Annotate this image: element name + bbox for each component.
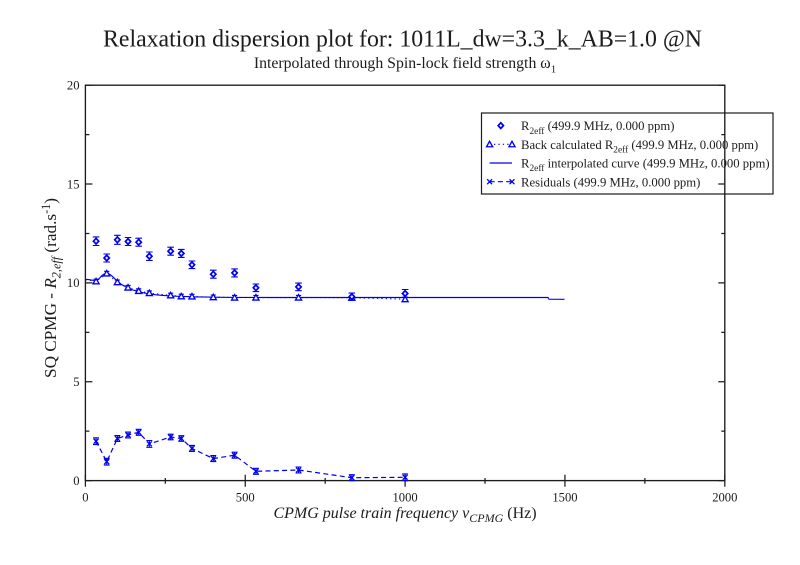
svg-text:0: 0: [73, 474, 79, 488]
svg-text:5: 5: [73, 375, 79, 389]
svg-text:2000: 2000: [712, 491, 737, 505]
svg-text:500: 500: [236, 491, 255, 505]
svg-text:20: 20: [67, 79, 80, 93]
svg-text:SQ CPMG - R2,eff (rad.s-1): SQ CPMG - R2,eff (rad.s-1): [39, 198, 64, 378]
svg-text:10: 10: [67, 276, 80, 290]
svg-text:0: 0: [82, 491, 88, 505]
svg-text:1000: 1000: [393, 491, 418, 505]
svg-text:Back calculated R2eff (499.9 M: Back calculated R2eff (499.9 MHz, 0.000 …: [521, 138, 758, 156]
svg-text:Interpolated through Spin-lock: Interpolated through Spin-lock field str…: [254, 55, 556, 76]
svg-text:R2eff (499.9 MHz, 0.000 ppm): R2eff (499.9 MHz, 0.000 ppm): [521, 119, 674, 137]
svg-text:Relaxation dispersion plot for: Relaxation dispersion plot for: 1011L_dw…: [103, 27, 702, 53]
svg-text:Residuals (499.9 MHz, 0.000 pp: Residuals (499.9 MHz, 0.000 ppm): [521, 175, 700, 189]
svg-text:15: 15: [67, 177, 80, 191]
svg-text:1500: 1500: [552, 491, 577, 505]
svg-text:R2eff interpolated curve (499.: R2eff interpolated curve (499.9 MHz, 0.0…: [521, 157, 770, 175]
